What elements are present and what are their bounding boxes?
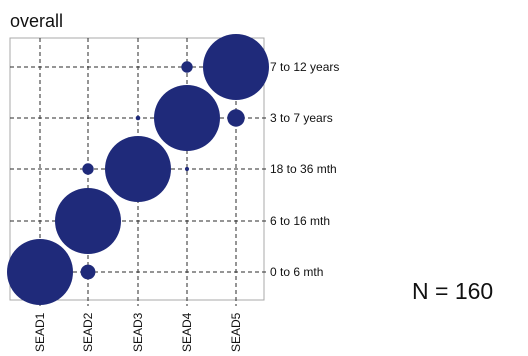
bubble-sead4-5 <box>181 61 193 73</box>
bubble-sead5-4 <box>227 109 245 127</box>
bubbles <box>7 34 269 305</box>
bubble-sead2-2 <box>55 188 121 254</box>
x-tick-labels: SEAD1 SEAD2 SEAD3 SEAD4 SEAD5 <box>33 312 243 352</box>
bubble-sead3-4 <box>135 115 141 121</box>
x-tick-label-sead3: SEAD3 <box>131 312 145 352</box>
x-tick-label-sead1: SEAD1 <box>33 312 47 352</box>
sample-size-label: N = 160 <box>412 278 494 304</box>
bubble-sead3-3 <box>105 136 171 202</box>
x-tick-label-sead4: SEAD4 <box>180 312 194 352</box>
y-tick-label-4: 3 to 7 years <box>270 111 333 125</box>
y-tick-label-2: 6 to 16 mth <box>270 214 330 228</box>
bubble-sead5-5 <box>203 34 269 100</box>
y-tick-label-3: 18 to 36 mth <box>270 162 337 176</box>
bubble-sead1-1 <box>7 239 73 305</box>
bubble-sead4-3 <box>184 166 190 172</box>
x-tick-label-sead5: SEAD5 <box>229 312 243 352</box>
y-tick-label-1: 0 to 6 mth <box>270 265 323 279</box>
bubble-sead4-4 <box>154 85 220 151</box>
chart-title: overall <box>10 11 63 31</box>
x-tick-label-sead2: SEAD2 <box>81 312 95 352</box>
bubble-sead2-3 <box>82 163 94 175</box>
bubble-sead2-1 <box>80 264 96 280</box>
y-tick-labels: 0 to 6 mth 6 to 16 mth 18 to 36 mth 3 to 7 … <box>270 60 339 279</box>
y-tick-label-5: 7 to 12 years <box>270 60 339 74</box>
